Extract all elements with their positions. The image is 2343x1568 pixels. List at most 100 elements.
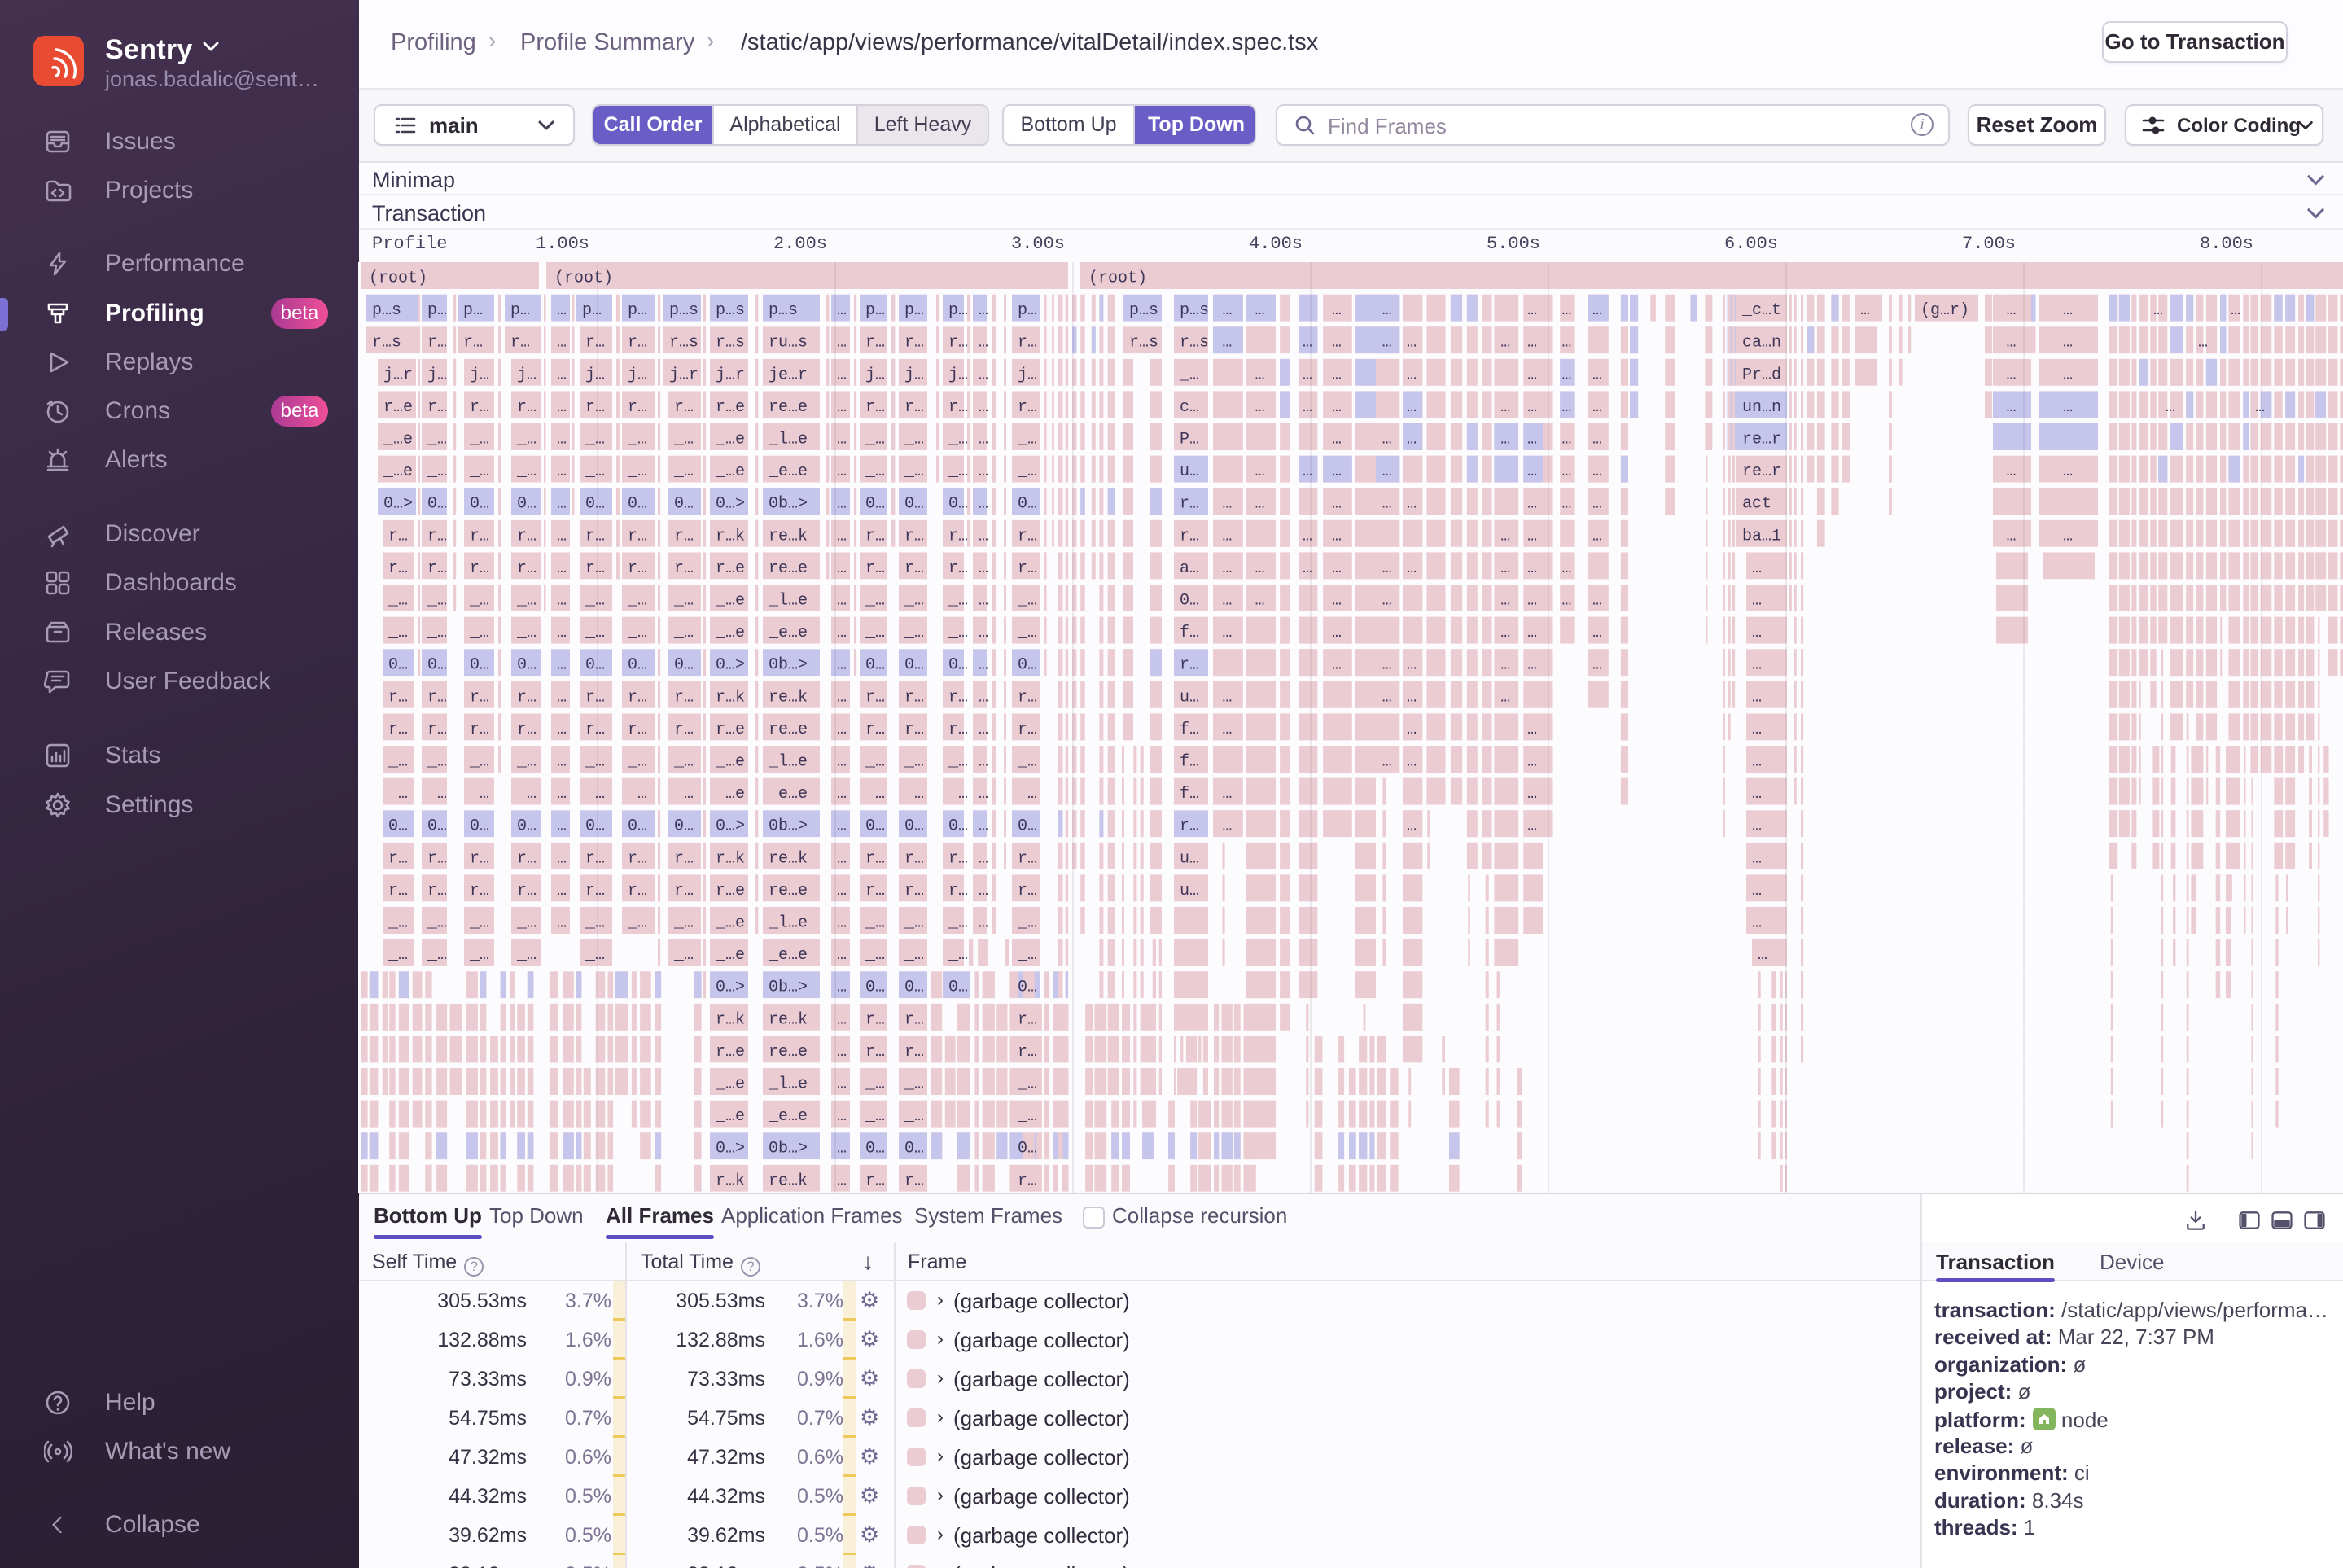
svg-text:_…: _… <box>904 624 924 642</box>
svg-text:_…: _… <box>388 624 408 642</box>
svg-text:…: … <box>1561 462 1571 481</box>
svg-text:j…: j… <box>628 366 647 384</box>
svg-text:Pr…d: Pr…d <box>1742 366 1781 384</box>
svg-text:…: … <box>1332 495 1342 514</box>
svg-text:_…: _… <box>1017 785 1037 804</box>
svg-text:…: … <box>1592 592 1602 611</box>
svg-text:…: … <box>557 495 567 514</box>
svg-text:0b…>: 0b…> <box>769 817 808 836</box>
svg-text:ru…s: ru…s <box>769 334 808 353</box>
svg-text:ba…1: ba…1 <box>1742 527 1781 545</box>
svg-text:…: … <box>1255 366 1265 384</box>
svg-text:r…: r… <box>1018 688 1037 707</box>
svg-text:r…: r… <box>585 527 605 545</box>
svg-text:0…: 0… <box>865 979 885 997</box>
svg-text:c…: c… <box>1180 398 1199 417</box>
svg-text:_…: _… <box>469 914 489 933</box>
svg-text:_…: _… <box>388 592 408 611</box>
svg-text:r…e: r…e <box>716 1043 745 1062</box>
svg-text:…: … <box>837 559 847 578</box>
svg-text:r…: r… <box>427 398 447 417</box>
svg-text:_…: _… <box>627 462 647 481</box>
svg-text:…: … <box>2063 398 2073 417</box>
svg-text:…: … <box>1255 559 1265 578</box>
svg-text:_l…e: _l…e <box>768 592 808 611</box>
svg-text:_l…e: _l…e <box>768 753 808 772</box>
svg-text:…: … <box>979 720 988 739</box>
svg-text:j…: j… <box>865 366 885 384</box>
svg-text:r…: r… <box>1180 495 1199 514</box>
svg-text:r…: r… <box>517 527 536 545</box>
svg-text:r…s: r…s <box>1129 334 1158 353</box>
svg-text:…: … <box>1222 527 1232 545</box>
svg-text:…: … <box>837 785 847 804</box>
svg-text:…: … <box>1527 785 1537 804</box>
svg-text:_…: _… <box>948 462 968 481</box>
svg-text:…: … <box>2063 462 2073 481</box>
svg-text:r…: r… <box>904 398 924 417</box>
svg-text:j…r: j…r <box>383 366 413 384</box>
svg-text:…: … <box>1500 656 1510 675</box>
svg-text:…: … <box>557 559 567 578</box>
svg-text:r…k: r…k <box>716 527 745 545</box>
svg-text:_…: _… <box>585 592 605 611</box>
svg-text:…: … <box>979 559 988 578</box>
svg-text:_l…e: _l…e <box>768 1075 808 1094</box>
svg-text:_…: _… <box>904 753 924 772</box>
svg-text:_…: _… <box>1017 592 1037 611</box>
svg-text:_…: _… <box>948 753 968 772</box>
svg-text:…: … <box>1752 656 1762 675</box>
svg-text:_…: _… <box>427 785 447 804</box>
svg-text:_…: _… <box>427 753 447 772</box>
svg-text:_…: _… <box>427 946 447 965</box>
svg-text:…: … <box>1407 495 1417 514</box>
svg-text:…: … <box>1561 559 1571 578</box>
svg-text:…: … <box>979 495 988 514</box>
svg-text:r…: r… <box>674 688 694 707</box>
svg-text:_…e: _…e <box>383 462 413 481</box>
svg-text:re…k: re…k <box>769 1172 808 1190</box>
svg-text:_…e: _…e <box>715 1075 745 1094</box>
svg-text:…: … <box>1407 431 1417 449</box>
svg-text:…: … <box>837 979 847 997</box>
svg-text:_…: _… <box>865 431 885 449</box>
svg-text:j…: j… <box>904 366 924 384</box>
svg-text:j…r: j…r <box>716 366 745 384</box>
svg-text:j…: j… <box>470 366 489 384</box>
svg-text:p…: p… <box>1018 301 1037 320</box>
svg-text:r…: r… <box>674 849 694 868</box>
svg-text:(g…r): (g…r) <box>1920 301 1969 320</box>
svg-text:_…: _… <box>516 592 536 611</box>
svg-text:r…: r… <box>628 720 647 739</box>
svg-text:…: … <box>1332 398 1342 417</box>
svg-text:re…r: re…r <box>1742 431 1781 449</box>
svg-text:u…: u… <box>1180 688 1199 707</box>
svg-text:…: … <box>2007 301 2017 320</box>
svg-text:_…: _… <box>516 753 536 772</box>
svg-text:…: … <box>1527 817 1537 836</box>
svg-text:p…s: p…s <box>716 301 745 320</box>
svg-text:0…: 0… <box>628 817 647 836</box>
svg-text:_…: _… <box>469 462 489 481</box>
svg-text:…: … <box>557 334 567 353</box>
svg-text:r…: r… <box>948 882 968 900</box>
svg-text:r…: r… <box>1018 527 1037 545</box>
svg-text:…: … <box>837 849 847 868</box>
svg-text:_…: _… <box>904 592 924 611</box>
svg-text:_…: _… <box>627 592 647 611</box>
svg-text:p…: p… <box>904 301 924 320</box>
svg-text:…: … <box>1500 592 1510 611</box>
svg-text:r…: r… <box>948 688 968 707</box>
svg-text:…: … <box>557 849 567 868</box>
svg-text:…: … <box>1500 624 1510 642</box>
svg-text:…: … <box>1382 592 1392 611</box>
svg-text:f…: f… <box>1180 753 1199 772</box>
svg-text:_…: _… <box>865 914 885 933</box>
svg-text:…: … <box>557 656 567 675</box>
svg-text:…: … <box>1332 559 1342 578</box>
svg-text:r…: r… <box>865 334 885 353</box>
svg-text:re…e: re…e <box>769 882 808 900</box>
svg-text:0…: 0… <box>470 817 489 836</box>
svg-text:0…: 0… <box>865 817 885 836</box>
svg-text:…: … <box>979 334 988 353</box>
